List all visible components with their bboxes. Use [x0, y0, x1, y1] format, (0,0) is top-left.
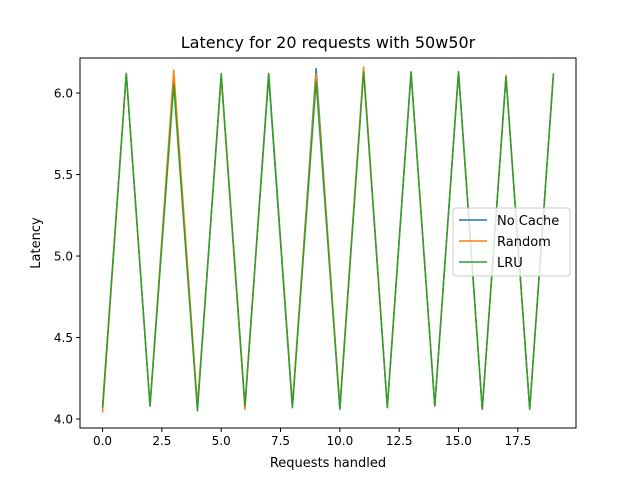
x-tick-label: 5.0 — [212, 434, 231, 448]
y-tick-label: 5.5 — [54, 168, 73, 182]
legend-label-random: Random — [497, 235, 551, 250]
legend-label-no-cache: No Cache — [497, 214, 559, 229]
x-axis-ticks: 0.0 2.5 5.0 7.5 10.0 12.5 15.0 17.5 — [93, 428, 531, 448]
plot-area — [101, 66, 555, 413]
legend-label-lru: LRU — [497, 256, 523, 271]
x-tick-label: 0.0 — [93, 434, 112, 448]
legend-box — [452, 207, 571, 277]
axes-frame — [79, 57, 577, 429]
x-tick-label: 2.5 — [152, 434, 171, 448]
y-tick-label: 6.0 — [54, 87, 73, 101]
series-line-lru — [101, 71, 555, 412]
x-axis-label: Requests handled — [270, 456, 386, 471]
y-tick-label: 4.5 — [54, 331, 73, 345]
x-tick-label: 12.5 — [386, 434, 413, 448]
y-axis-ticks: 4.0 4.5 5.0 5.5 6.0 — [54, 87, 80, 427]
chart-title: Latency for 20 requests with 50w50r — [181, 33, 476, 52]
y-axis-label: Latency — [29, 217, 44, 269]
x-tick-label: 15.0 — [445, 434, 472, 448]
x-tick-label: 17.5 — [504, 434, 531, 448]
y-tick-label: 5.0 — [54, 250, 73, 264]
legend: No Cache Random LRU — [452, 207, 571, 277]
y-tick-label: 4.0 — [54, 413, 73, 427]
x-tick-label: 10.0 — [327, 434, 354, 448]
x-tick-label: 7.5 — [271, 434, 290, 448]
